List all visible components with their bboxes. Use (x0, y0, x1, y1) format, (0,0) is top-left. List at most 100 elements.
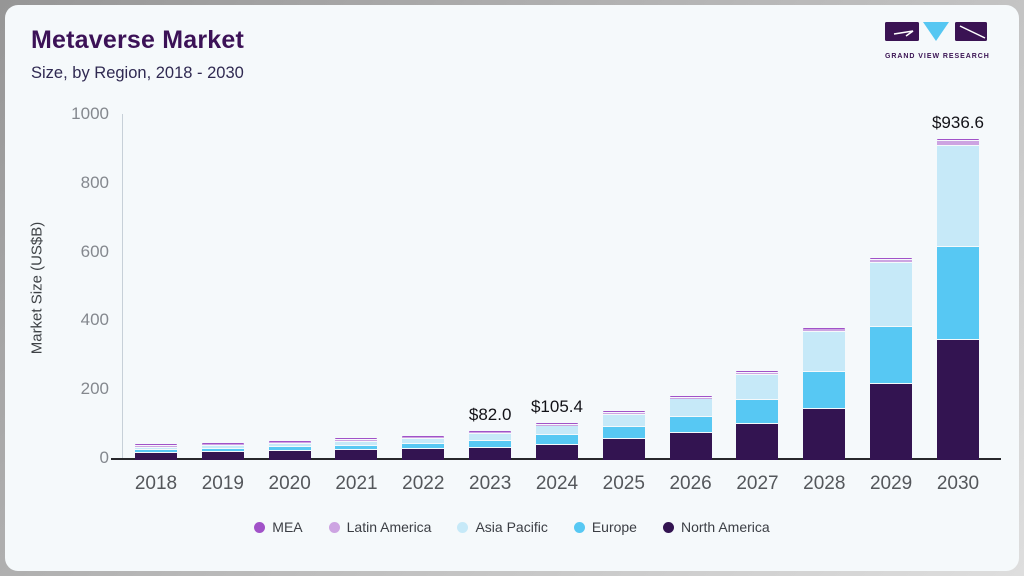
value-label-2023: $82.0 (468, 404, 512, 424)
x-tick-label-2021: 2021 (335, 473, 378, 494)
bar-segment-mea (135, 444, 177, 445)
bar-segment-north-america (669, 433, 712, 460)
stacked-bar-2023 (469, 430, 512, 460)
value-label-2024: $105.4 (530, 397, 583, 417)
chart-legend: MEA Latin America Asia Pacific Europe North … (5, 515, 1019, 539)
legend-item-europe: Europe (573, 519, 637, 535)
bar-segment-asia-pacific (402, 439, 445, 443)
logo-caption: GRAND VIEW RESEARCH (885, 53, 990, 60)
bar-segment-north-america (803, 408, 846, 460)
legend-dot-icon (573, 521, 585, 533)
bar-segment-latin-america (535, 424, 578, 426)
y-tick-label-400: 400 (80, 310, 109, 330)
legend-item-asia-pacific: Asia Pacific (457, 519, 548, 535)
bar-segment-north-america (469, 447, 512, 460)
bar-segment-latin-america (936, 141, 979, 145)
bar-segment-north-america (870, 383, 913, 460)
legend-dot-icon (328, 521, 340, 533)
stacked-bar-2020 (268, 440, 311, 460)
x-tick-label-2028: 2028 (803, 473, 846, 494)
bar-segment-europe (736, 400, 779, 423)
bar-segment-mea (736, 371, 779, 372)
stacked-bar-2021 (335, 438, 378, 460)
bar-segment-europe (870, 327, 913, 383)
x-tick-label-2023: 2023 (469, 473, 512, 494)
bar-segment-asia-pacific (469, 434, 512, 440)
bar-segment-latin-america (870, 259, 913, 263)
bar-segment-mea (602, 411, 645, 412)
value-label-2030: $936.6 (931, 112, 984, 132)
bar-segment-europe (936, 247, 979, 339)
legend-item-latin-america: Latin America (328, 519, 431, 535)
bar-segment-mea (535, 423, 578, 424)
bar-segment-europe (669, 416, 712, 433)
bar-segment-north-america (268, 451, 311, 460)
bar-segment-north-america (535, 444, 578, 460)
bar-segment-europe (335, 445, 378, 449)
legend-dot-icon (457, 521, 469, 533)
legend-dot-icon (662, 521, 674, 533)
bar-segment-latin-america (803, 329, 846, 332)
bar-segment-latin-america (669, 397, 712, 399)
bar-segment-latin-america (736, 372, 779, 374)
x-tick-label-2030: 2030 (936, 473, 980, 494)
x-tick-label-2018: 2018 (134, 473, 178, 494)
bar-segment-mea (870, 258, 913, 259)
bar-segment-asia-pacific (870, 263, 913, 327)
stacked-bar-2022 (402, 435, 445, 460)
bar-segment-asia-pacific (268, 443, 311, 447)
stacked-bar-2025 (602, 411, 645, 460)
bar-segment-latin-america (201, 444, 244, 446)
legend-dot-icon (254, 521, 266, 533)
x-tick-label-2027: 2027 (736, 473, 779, 494)
bar-segment-latin-america (469, 432, 512, 434)
bar-segment-latin-america (268, 442, 311, 443)
x-tick-label-2026: 2026 (669, 473, 712, 494)
bar-segment-north-america (201, 452, 244, 460)
bar-segment-mea (268, 440, 311, 442)
bar-segment-europe (469, 440, 512, 447)
bar-segment-north-america (602, 438, 645, 460)
bar-segment-north-america (736, 423, 779, 460)
y-tick-label-600: 600 (80, 241, 109, 261)
legend-label: Europe (591, 519, 637, 535)
stacked-bar-2024 (535, 423, 578, 460)
bar-segment-north-america (135, 452, 177, 460)
stacked-bar-2027 (736, 371, 779, 460)
y-tick-label-1000: 1000 (71, 104, 109, 123)
x-tick-label-2019: 2019 (201, 473, 244, 494)
bar-segment-asia-pacific (135, 447, 177, 449)
bar-segment-mea (936, 138, 979, 141)
bar-segment-mea (335, 438, 378, 439)
legend-item-north-america: North America (662, 519, 770, 535)
x-tick-label-2022: 2022 (402, 473, 445, 494)
bar-segment-asia-pacific (669, 399, 712, 416)
bar-segment-mea (669, 395, 712, 397)
stacked-bar-2030 (936, 138, 979, 460)
legend-label: MEA (272, 519, 303, 535)
y-tick-label-800: 800 (80, 172, 109, 192)
page-subtitle: Size, by Region, 2018 - 2030 (31, 64, 244, 82)
stacked-bar-2028 (803, 327, 846, 460)
page-title: Metaverse Market (31, 26, 245, 54)
x-tick-label-2024: 2024 (535, 473, 579, 494)
bar-segment-mea (201, 442, 244, 444)
bar-segment-asia-pacific (201, 446, 244, 448)
stacked-bar-2029 (870, 258, 913, 460)
bar-segment-europe (201, 448, 244, 452)
legend-label: Asia Pacific (475, 519, 548, 535)
bar-segment-europe (135, 450, 177, 452)
y-tick-label-0: 0 (99, 448, 109, 467)
stacked-bar-2026 (669, 395, 712, 460)
bar-segment-latin-america (135, 446, 177, 447)
bar-segment-europe (602, 426, 645, 438)
bar-segment-asia-pacific (936, 145, 979, 247)
bar-segment-latin-america (602, 412, 645, 414)
x-tick-label-2025: 2025 (602, 473, 645, 494)
bar-segment-mea (469, 430, 512, 432)
bar-segment-north-america (402, 448, 445, 460)
grand-view-research-logo: GRAND VIEW RESEARCH (885, 18, 989, 60)
chart-card: Metaverse Market Size, by Region, 2018 -… (5, 5, 1019, 571)
bar-segment-asia-pacific (803, 332, 846, 371)
stacked-bar-2019 (201, 442, 244, 460)
